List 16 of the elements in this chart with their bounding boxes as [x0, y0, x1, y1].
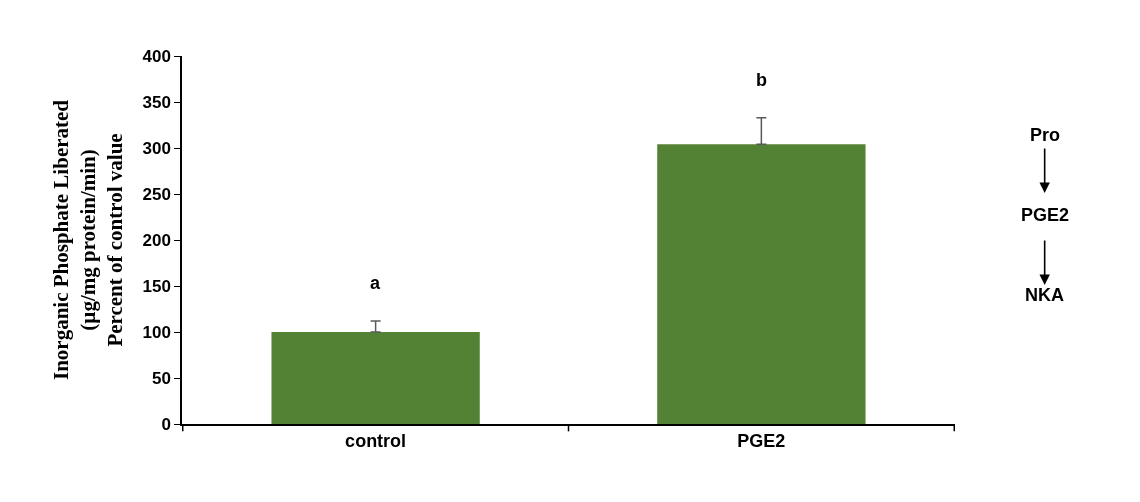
y-tick-label: 0: [161, 414, 171, 434]
y-tick-label: 250: [142, 184, 171, 204]
y-tick-label: 350: [142, 92, 171, 112]
text: PGE2: [1021, 205, 1070, 225]
y-tick-label: 300: [142, 138, 171, 158]
y-tick-label: 150: [142, 276, 171, 296]
annotation: b: [756, 70, 767, 90]
text: NKA: [1025, 285, 1064, 305]
text: Pro: [1030, 125, 1061, 145]
annotation: a: [370, 273, 381, 293]
y-axis-title: Inorganic Phosphate Liberated (µg/mg protein/min) Percent of control value: [48, 99, 128, 381]
y-tick-label: 100: [142, 322, 171, 342]
y-tick-label: 50: [151, 368, 171, 388]
x-tick-label: control: [345, 431, 407, 452]
y-tick-label: 400: [142, 46, 171, 66]
y-tick-label: 200: [142, 230, 171, 250]
